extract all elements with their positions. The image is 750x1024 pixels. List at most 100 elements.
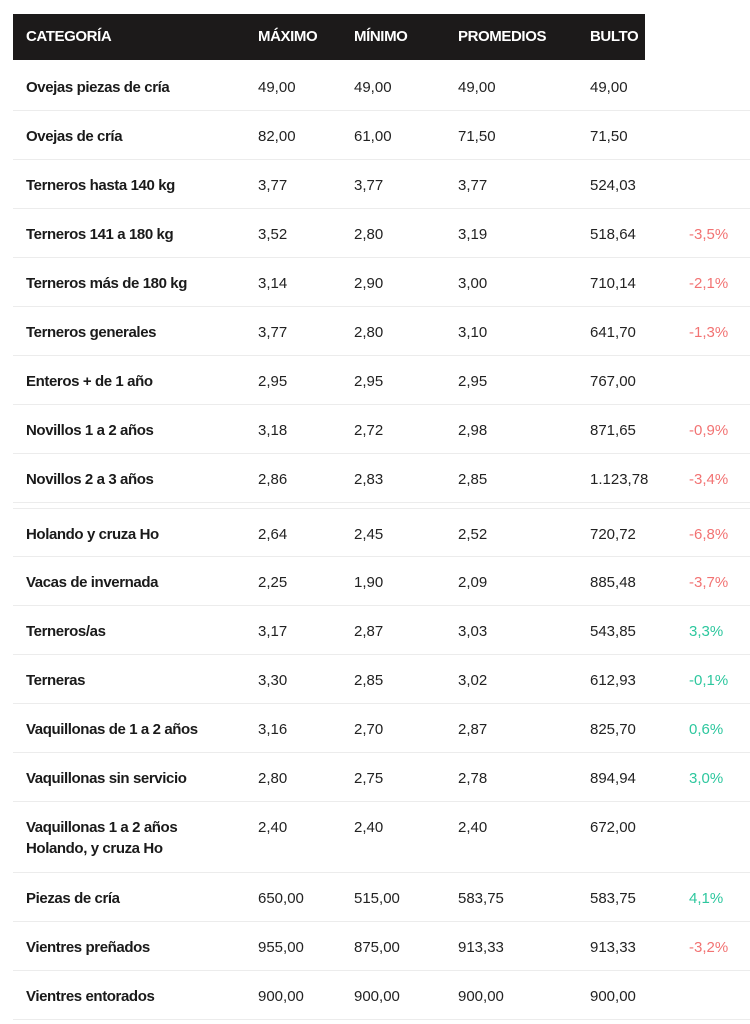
table-row: Vaquillonas sin servicio 2,80 2,75 2,78 894,…	[13, 753, 750, 802]
avg-cell: 3,00	[458, 275, 488, 292]
max-cell: 900,00	[258, 988, 304, 1005]
price-table-body: Ovejas piezas de cría 49,00 49,00 49,00 49,0…	[13, 62, 750, 1020]
header-bulto[interactable]: BULTO	[590, 28, 639, 45]
min-cell: 515,00	[354, 890, 400, 907]
change-cell: 4,1%	[689, 890, 724, 907]
min-cell: 61,00	[354, 128, 392, 145]
bulto-cell: 885,48	[590, 574, 636, 591]
bulto-cell: 524,03	[590, 177, 636, 194]
max-cell: 955,00	[258, 939, 304, 956]
bulto-cell: 871,65	[590, 422, 636, 439]
avg-cell: 3,10	[458, 324, 488, 341]
change-cell: 3,3%	[689, 623, 724, 640]
max-cell: 3,30	[258, 672, 288, 689]
category-cell: Terneros generales	[26, 324, 157, 341]
bulto-cell: 1.123,78	[590, 471, 649, 488]
change-cell: 0,6%	[689, 721, 724, 738]
table-row: Piezas de cría 650,00 515,00 583,75 583,75 4,…	[13, 873, 750, 922]
avg-cell: 2,09	[458, 574, 488, 591]
change-cell: -1,3%	[689, 324, 729, 341]
change-cell: -2,1%	[689, 275, 729, 292]
max-cell: 2,86	[258, 471, 288, 488]
bulto-cell: 900,00	[590, 988, 636, 1005]
avg-cell: 2,95	[458, 373, 488, 390]
category-cell: Terneras	[26, 672, 86, 689]
min-cell: 2,95	[354, 373, 384, 390]
min-cell: 2,87	[354, 623, 384, 640]
category-cell: Novillos 2 a 3 años	[26, 471, 154, 488]
category-cell: Piezas de cría	[26, 890, 120, 907]
header-minimo[interactable]: MÍNIMO	[354, 28, 408, 45]
avg-cell: 3,77	[458, 177, 488, 194]
bulto-cell: 641,70	[590, 324, 636, 341]
min-cell: 900,00	[354, 988, 400, 1005]
avg-cell: 49,00	[458, 79, 496, 96]
category-cell: Vientres entorados	[26, 988, 155, 1005]
bulto-cell: 913,33	[590, 939, 636, 956]
avg-cell: 2,78	[458, 770, 488, 787]
table-row: Terneras 3,30 2,85 3,02 612,93 -0,1%	[13, 655, 750, 704]
category-cell: Terneros más de 180 kg	[26, 275, 188, 292]
max-cell: 49,00	[258, 79, 296, 96]
category-cell: Ovejas de cría	[26, 128, 123, 145]
min-cell: 2,70	[354, 721, 384, 738]
table-row: Vientres preñados 955,00 875,00 913,33 913,3…	[13, 922, 750, 971]
bulto-cell: 710,14	[590, 275, 636, 292]
avg-cell: 583,75	[458, 890, 504, 907]
category-cell: Novillos 1 a 2 años	[26, 422, 154, 439]
table-row: Novillos 1 a 2 años 3,18 2,72 2,98 871,65 -0,…	[13, 405, 750, 454]
table-header: CATEGORÍA MÁXIMO MÍNIMO PROMEDIOS BULTO	[13, 14, 645, 60]
category-cell: Vacas de invernada	[26, 574, 159, 591]
header-categoria[interactable]: CATEGORÍA	[26, 28, 112, 45]
table-row: Enteros + de 1 año 2,95 2,95 2,95 767,00	[13, 356, 750, 405]
max-cell: 2,64	[258, 526, 288, 543]
bulto-cell: 767,00	[590, 373, 636, 390]
bulto-cell: 672,00	[590, 819, 636, 836]
min-cell: 2,85	[354, 672, 384, 689]
category-cell: Vaquillonas sin servicio	[26, 770, 187, 787]
change-cell: -3,2%	[689, 939, 729, 956]
category-cell: Vaquillonas 1 a 2 años Holando, y cruza …	[26, 819, 178, 857]
bulto-cell: 49,00	[590, 79, 628, 96]
min-cell: 1,90	[354, 574, 384, 591]
max-cell: 2,40	[258, 819, 288, 836]
avg-cell: 3,19	[458, 226, 488, 243]
min-cell: 2,45	[354, 526, 384, 543]
avg-cell: 913,33	[458, 939, 504, 956]
header-promedios[interactable]: PROMEDIOS	[458, 28, 547, 45]
max-cell: 2,80	[258, 770, 288, 787]
min-cell: 2,80	[354, 324, 384, 341]
max-cell: 3,14	[258, 275, 288, 292]
category-cell: Terneros/as	[26, 623, 106, 640]
avg-cell: 2,98	[458, 422, 488, 439]
avg-cell: 2,85	[458, 471, 488, 488]
change-cell: -3,7%	[689, 574, 729, 591]
table-row: Vientres entorados 900,00 900,00 900,00 900,…	[13, 971, 750, 1020]
bulto-cell: 612,93	[590, 672, 636, 689]
bulto-cell: 71,50	[590, 128, 628, 145]
max-cell: 3,77	[258, 324, 288, 341]
avg-cell: 900,00	[458, 988, 504, 1005]
avg-cell: 71,50	[458, 128, 496, 145]
bulto-cell: 825,70	[590, 721, 636, 738]
table-row: Terneros/as 3,17 2,87 3,03 543,85 3,3%	[13, 606, 750, 655]
table-row: Terneros más de 180 kg 3,14 2,90 3,00 710,14…	[13, 258, 750, 307]
avg-cell: 2,52	[458, 526, 488, 543]
header-maximo[interactable]: MÁXIMO	[258, 28, 318, 45]
table-row: Ovejas de cría 82,00 61,00 71,50 71,50	[13, 111, 750, 160]
category-cell: Terneros hasta 140 kg	[26, 177, 175, 194]
table-row: Holando y cruza Ho 2,64 2,45 2,52 720,72 -6,8…	[13, 508, 750, 557]
category-cell: Holando y cruza Ho	[26, 526, 159, 543]
change-cell: -6,8%	[689, 526, 729, 543]
max-cell: 650,00	[258, 890, 304, 907]
avg-cell: 2,40	[458, 819, 488, 836]
min-cell: 2,90	[354, 275, 384, 292]
table-row: Ovejas piezas de cría 49,00 49,00 49,00 49,0…	[13, 62, 750, 111]
min-cell: 3,77	[354, 177, 384, 194]
table-row: Terneros 141 a 180 kg 3,52 2,80 3,19 518,64 -…	[13, 209, 750, 258]
avg-cell: 3,02	[458, 672, 488, 689]
max-cell: 2,25	[258, 574, 288, 591]
table-row: Terneros hasta 140 kg 3,77 3,77 3,77 524,03	[13, 160, 750, 209]
bulto-cell: 518,64	[590, 226, 636, 243]
avg-cell: 3,03	[458, 623, 488, 640]
